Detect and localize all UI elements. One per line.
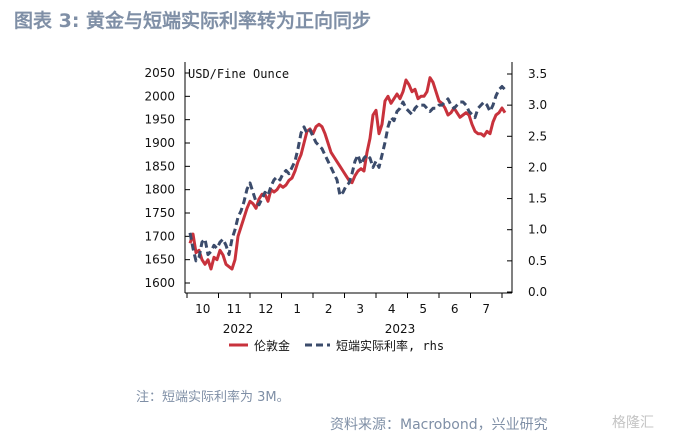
legend-label-gold: 伦敦金 — [254, 338, 290, 353]
left-tick-label: 1800 — [144, 183, 175, 197]
x-month-label: 7 — [482, 302, 490, 316]
gold-price-line — [188, 76, 507, 271]
left-tick-label: 1850 — [144, 159, 175, 173]
left-tick-label: 1600 — [144, 276, 175, 290]
x-month-label: 6 — [451, 302, 459, 316]
x-month-label: 10 — [195, 302, 210, 316]
source-line: 资料来源：Macrobond，兴业研究 — [330, 417, 548, 433]
left-tick-label: 1900 — [144, 136, 175, 150]
right-tick-label: 1.0 — [528, 223, 547, 237]
legend: 伦敦金 短端实际利率, rhs — [229, 338, 444, 353]
x-month-label: 11 — [227, 302, 242, 316]
x-month-label: 1 — [293, 302, 301, 316]
right-tick-label: 1.5 — [528, 192, 547, 206]
left-tick-label: 1650 — [144, 253, 175, 267]
right-tick-label: 2.0 — [528, 160, 547, 174]
x-month-label: 4 — [388, 302, 396, 316]
right-tick-label: 3.5 — [528, 67, 547, 81]
left-tick-label: 2000 — [144, 89, 175, 103]
left-tick-label: 1950 — [144, 113, 175, 127]
legend-label-rate: 短端实际利率, rhs — [336, 338, 444, 353]
watermark-logo: 格隆汇 — [612, 415, 654, 431]
x-month-label: 12 — [258, 302, 273, 316]
left-tick-label: 2050 — [144, 66, 175, 80]
right-tick-label: 0.0 — [528, 285, 547, 299]
x-year-label: 2023 — [385, 322, 416, 336]
x-month-label: 5 — [419, 302, 427, 316]
axes: 1600 1650 1700 1750 1800 1850 1900 1950 2000 2050… — [144, 62, 547, 336]
chart-title: 图表 3: 黄金与短端实际利率转为正向同步 — [14, 10, 372, 32]
left-tick-label: 1750 — [144, 206, 175, 220]
x-month-label: 3 — [356, 302, 364, 316]
right-tick-label: 0.5 — [528, 254, 547, 268]
series-layer — [188, 76, 507, 271]
right-tick-label: 3.0 — [528, 98, 547, 112]
unit-label: USD/Fine Ounce — [188, 67, 289, 81]
chart: 1600 1650 1700 1750 1800 1850 1900 1950 2000 2050… — [144, 62, 547, 353]
right-tick-label: 2.5 — [528, 129, 547, 143]
x-year-label: 2022 — [223, 322, 254, 336]
x-month-label: 2 — [325, 302, 333, 316]
left-tick-label: 1700 — [144, 229, 175, 243]
footnote: 注：短端实际利率为 3M。 — [136, 390, 290, 405]
